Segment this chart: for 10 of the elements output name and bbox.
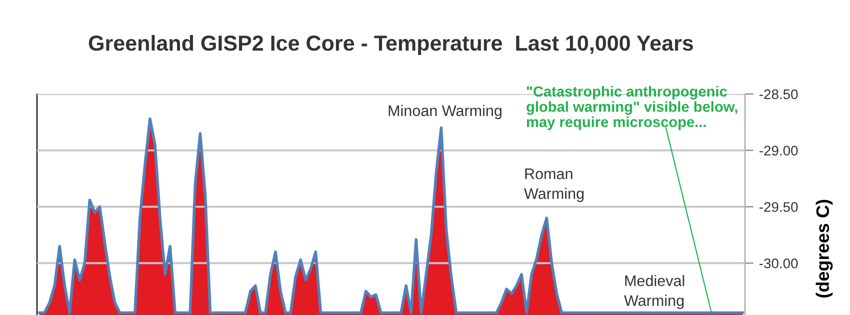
annotation: Medieval Warming [624, 274, 684, 310]
annotation: Roman Warming [524, 168, 584, 202]
annotation: Minoan Warming [388, 104, 502, 120]
y-tick-label: -28.50 [760, 89, 798, 100]
chart-title: Greenland GISP2 Ice Core - Temperature Last 10,000 Years [88, 34, 693, 56]
y-tick-label: -30.00 [760, 258, 798, 268]
y-tick-label: -29.00 [760, 146, 798, 156]
annotation: "Catastrophic anthropogenic global warming" visible below, may require microscope... [526, 86, 738, 130]
y-tick-label: -29.50 [760, 202, 798, 212]
y-axis-title: (degrees C) [816, 200, 833, 298]
